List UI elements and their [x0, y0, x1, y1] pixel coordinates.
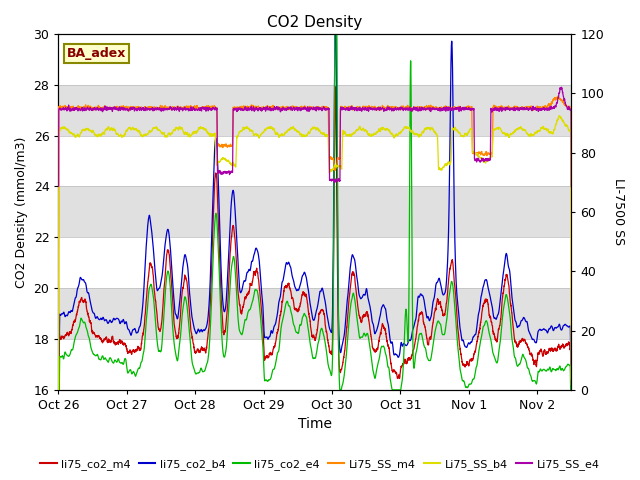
- Y-axis label: CO2 Density (mmol/m3): CO2 Density (mmol/m3): [15, 136, 28, 288]
- Bar: [58, 85, 572, 136]
- X-axis label: Time: Time: [298, 418, 332, 432]
- Bar: [58, 288, 572, 339]
- Title: CO2 Density: CO2 Density: [268, 15, 362, 30]
- Bar: [58, 186, 572, 237]
- Y-axis label: LI-7500 SS: LI-7500 SS: [612, 178, 625, 245]
- Text: BA_adex: BA_adex: [67, 47, 126, 60]
- Legend: li75_co2_m4, li75_co2_b4, li75_co2_e4, Li75_SS_m4, Li75_SS_b4, Li75_SS_e4: li75_co2_m4, li75_co2_b4, li75_co2_e4, L…: [36, 455, 604, 474]
